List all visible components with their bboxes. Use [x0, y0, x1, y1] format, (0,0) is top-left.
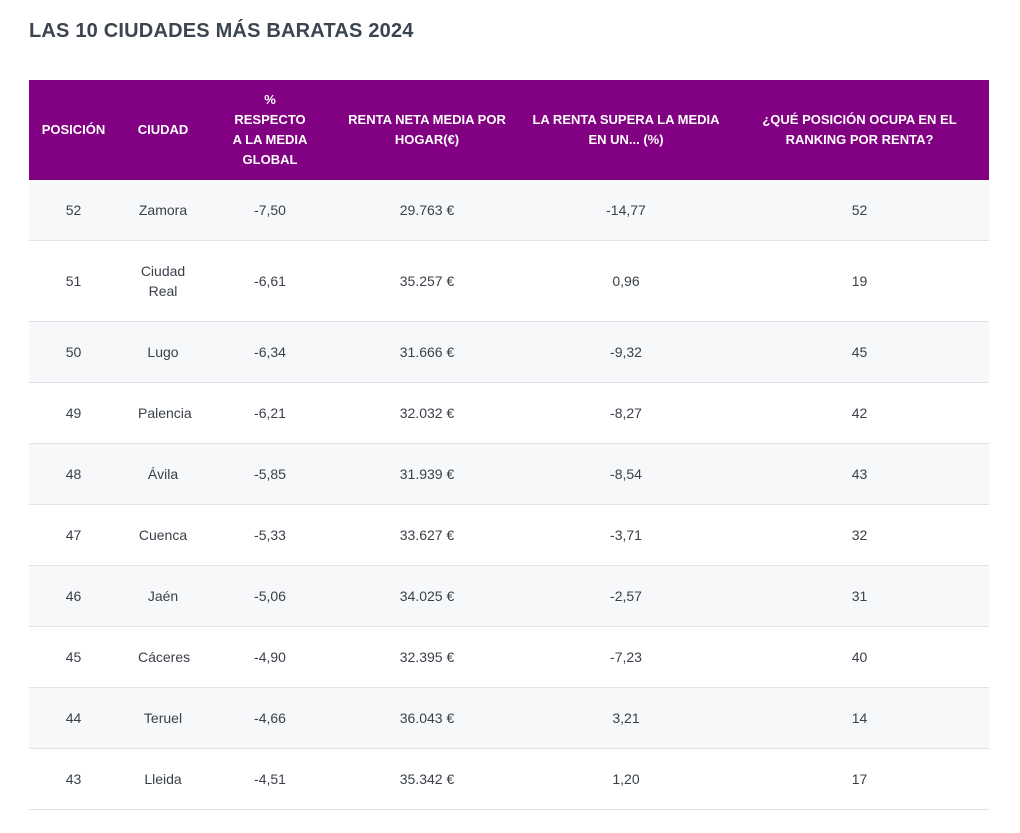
column-header: % RESPECTO A LA MEDIA GLOBAL [208, 80, 332, 180]
table-cell: 43 [730, 443, 989, 505]
table-cell: -3,71 [522, 504, 730, 566]
column-header: ¿QUÉ POSICIÓN OCUPA EN EL RANKING POR RE… [730, 80, 989, 180]
table-cell: -6,61 [208, 240, 332, 322]
table-cell: -4,66 [208, 687, 332, 749]
table-cell: 0,96 [522, 240, 730, 322]
table-cell: 48 [29, 443, 118, 505]
table-cell: 50 [29, 321, 118, 383]
table-cell: 32 [730, 504, 989, 566]
table-cell: -14,77 [522, 180, 730, 241]
table-cell: Ávila [118, 443, 208, 505]
table-cell: 32.395 € [332, 626, 522, 688]
table-row: 50 Lugo -6,34 31.666 € -9,32 45 [29, 321, 989, 383]
table-cell: 40 [730, 626, 989, 688]
table-cell: 1,20 [522, 748, 730, 810]
table-cell: -4,90 [208, 626, 332, 688]
table-cell: 33.627 € [332, 504, 522, 566]
table-cell: 34.025 € [332, 565, 522, 627]
table-cell: 44 [29, 687, 118, 749]
table-row: 49 Palencia -6,21 32.032 € -8,27 42 [29, 382, 989, 444]
table-cell: -6,21 [208, 382, 332, 444]
page-title: LAS 10 CIUDADES MÁS BARATAS 2024 [29, 20, 414, 42]
table-cell: 29.763 € [332, 180, 522, 241]
table-cell: 46 [29, 565, 118, 627]
table-cell: 31.939 € [332, 443, 522, 505]
table-cell: 36.043 € [332, 687, 522, 749]
table-cell: 45 [730, 321, 989, 383]
table-cell: 31.666 € [332, 321, 522, 383]
column-header: LA RENTA SUPERA LA MEDIA EN UN... (%) [522, 80, 730, 180]
header-row: POSICIÓN CIUDAD% RESPECTO A LA MEDIA GLOB… [29, 80, 989, 180]
ranking-table: POSICIÓN CIUDAD% RESPECTO A LA MEDIA GLOB… [29, 80, 989, 810]
table-cell: 17 [730, 748, 989, 810]
table-row: 44 Teruel -4,66 36.043 €3,21 14 [29, 687, 989, 749]
table-cell: -2,57 [522, 565, 730, 627]
table-row: 52 Zamora -7,50 29.763 € -14,77 52 [29, 180, 989, 241]
table-cell: Zamora [118, 180, 208, 241]
table-cell: Lugo [118, 321, 208, 383]
table-cell: Cuenca [118, 504, 208, 566]
table-cell: 47 [29, 504, 118, 566]
table-cell: 45 [29, 626, 118, 688]
table-row: 48 Ávila -5,85 31.939 € -8,54 43 [29, 443, 989, 505]
table-cell: 49 [29, 382, 118, 444]
table-cell: Jaén [118, 565, 208, 627]
table-cell: 52 [29, 180, 118, 241]
table-cell: 3,21 [522, 687, 730, 749]
table-body: 52 Zamora -7,50 29.763 € -14,77 52 51 Ciudad Re… [29, 180, 989, 810]
table-row: 51 Ciudad Real -6,61 35.257 €0,96 19 [29, 240, 989, 322]
table-cell: 35.257 € [332, 240, 522, 322]
column-header: RENTA NETA MEDIA POR HOGAR(€) [332, 80, 522, 180]
table-cell: -8,54 [522, 443, 730, 505]
table-cell: -5,06 [208, 565, 332, 627]
table-cell: Lleida [118, 748, 208, 810]
table-cell: -5,33 [208, 504, 332, 566]
table-cell: 35.342 € [332, 748, 522, 810]
table-cell: -6,34 [208, 321, 332, 383]
table-cell: 43 [29, 748, 118, 810]
table-cell: -8,27 [522, 382, 730, 444]
table-cell: 52 [730, 180, 989, 241]
table-row: 43 Lleida -4,51 35.342 €1,20 17 [29, 748, 989, 810]
table-cell: Cáceres [118, 626, 208, 688]
table-cell: 51 [29, 240, 118, 322]
table-cell: Ciudad Real [118, 240, 208, 322]
table-cell: 42 [730, 382, 989, 444]
table-cell: -9,32 [522, 321, 730, 383]
table-cell: 14 [730, 687, 989, 749]
table-cell: -5,85 [208, 443, 332, 505]
table-cell: Teruel [118, 687, 208, 749]
column-header: CIUDAD [118, 80, 208, 180]
table-cell: 31 [730, 565, 989, 627]
table-cell: -7,50 [208, 180, 332, 241]
column-header: POSICIÓN [29, 80, 118, 180]
table-cell: -4,51 [208, 748, 332, 810]
table-cell: 19 [730, 240, 989, 322]
table-row: 45 Cáceres -4,90 32.395 € -7,23 40 [29, 626, 989, 688]
table-cell: 32.032 € [332, 382, 522, 444]
table-row: 46 Jaén -5,06 34.025 € -2,57 31 [29, 565, 989, 627]
table-header: POSICIÓN CIUDAD% RESPECTO A LA MEDIA GLOB… [29, 80, 989, 180]
table-cell: Palencia [118, 382, 208, 444]
table-cell: -7,23 [522, 626, 730, 688]
table-row: 47 Cuenca -5,33 33.627 € -3,71 32 [29, 504, 989, 566]
